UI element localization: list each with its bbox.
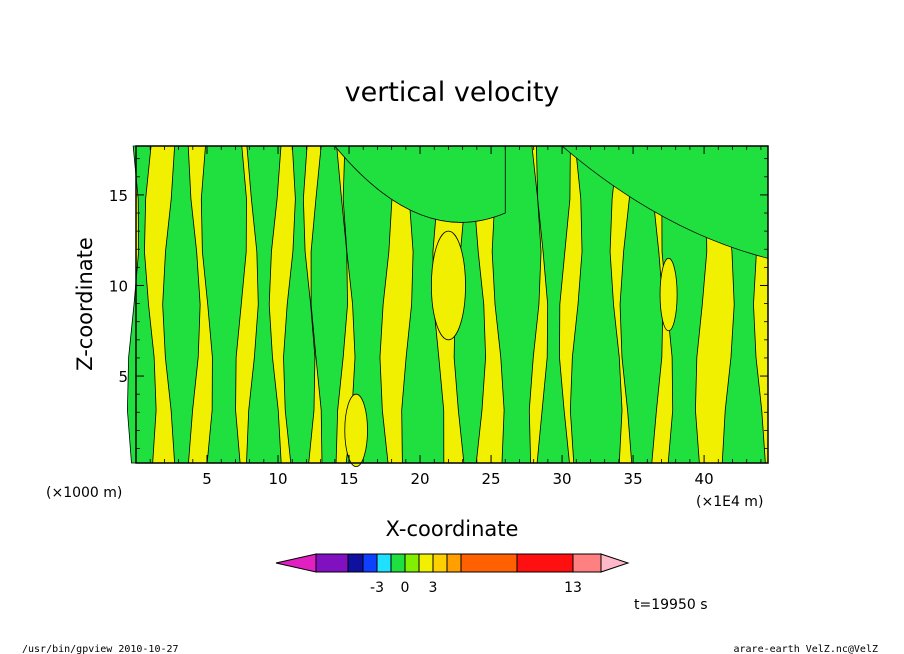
colorbar-box	[390, 553, 406, 573]
x-tick-label: 20	[410, 470, 429, 488]
x-tick-label: 25	[482, 470, 501, 488]
colorbar-box	[404, 553, 420, 573]
y-tick-label: 5	[118, 368, 128, 386]
plot-area: 5 10 15 20 25 30 35 40 5 10 15	[109, 145, 769, 488]
plot-frame	[135, 145, 769, 464]
footer-left: /usr/bin/gpview 2010-10-27	[22, 644, 179, 654]
colorbar-arrow-high	[600, 553, 630, 573]
colorbar-tick-label: 0	[401, 580, 410, 596]
x-unit-note: (×1E4 m)	[696, 494, 763, 510]
colorbar-box	[347, 553, 364, 573]
x-tick-label: 10	[268, 470, 287, 488]
y-tick-label: 15	[109, 187, 128, 205]
colorbar-box	[446, 553, 462, 573]
colorbar-box	[376, 553, 392, 573]
x-axis: 5 10 15 20 25 30 35 40	[149, 146, 762, 488]
colorbar-box	[418, 553, 434, 573]
x-tick-label: 35	[624, 470, 643, 488]
x-axis-title: X-coordinate	[386, 517, 519, 541]
colorbar-box	[432, 553, 448, 573]
colorbar-tick-label: -3	[370, 580, 384, 596]
contour-band-negative	[333, 145, 506, 223]
x-tick-label: 40	[695, 470, 714, 488]
y-axis: 5 10 15	[109, 158, 768, 449]
colorbar-box	[362, 553, 378, 573]
contour-band-negative	[560, 145, 769, 259]
y-tick-label: 10	[109, 277, 128, 295]
contour-band-positive	[344, 393, 368, 468]
colorbar-arrow-low	[275, 553, 317, 573]
footer-right: arare-earth_VelZ.nc@VelZ	[734, 644, 879, 654]
colorbar-box	[315, 553, 349, 573]
y-axis-title: Z-coordinate	[73, 237, 97, 371]
colorbar-tick-label: 13	[564, 580, 582, 596]
contour-field	[127, 145, 769, 468]
colorbar-box	[460, 553, 518, 573]
contour-band-positive	[659, 257, 678, 332]
x-scale-note: (×1000 m)	[46, 485, 122, 501]
x-tick-label: 30	[553, 470, 572, 488]
colorbar-tick-label: 3	[429, 580, 438, 596]
x-tick-label: 5	[202, 470, 212, 488]
contour-band-positive	[431, 230, 466, 341]
chart-title: vertical velocity	[345, 77, 560, 108]
colorbar-box	[516, 553, 574, 573]
time-label: t=19950 s	[634, 597, 708, 613]
x-tick-label: 15	[339, 470, 358, 488]
colorbar: -3 0 3 13	[275, 553, 630, 596]
colorbar-box	[572, 553, 602, 573]
